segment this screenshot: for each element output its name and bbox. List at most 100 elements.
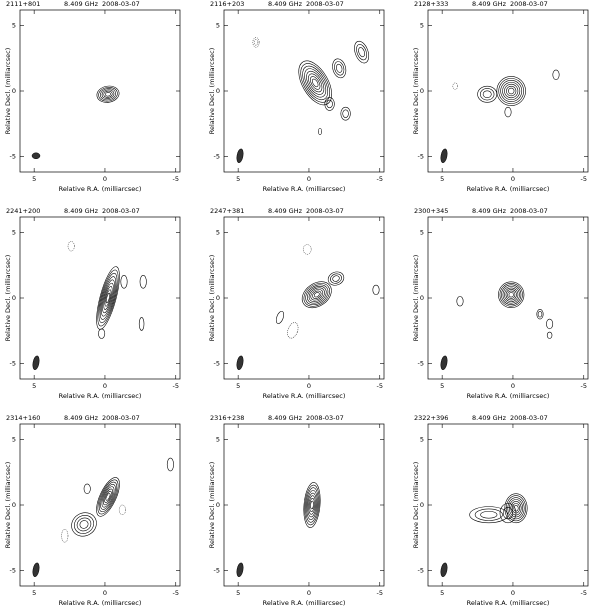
panel-frequency: 8.409 GHz [268,207,303,215]
contour [139,275,147,289]
beam [32,562,40,577]
panel-source: 2300+345 [414,207,448,215]
beam [236,148,244,163]
panel-source: 2111+801 [6,0,40,8]
contour [301,281,332,309]
contour [310,500,314,510]
contour [307,492,317,518]
contour [120,275,128,289]
y-tick-label: 0 [420,294,424,302]
contour [482,90,492,99]
y-tick-label: 5 [216,436,220,444]
contour [504,106,512,118]
contour [298,60,332,106]
panel-source: 2322+396 [414,414,448,422]
y-tick-label: -5 [418,359,424,367]
contour [326,99,333,109]
y-tick-label: 5 [216,22,220,30]
x-axis-label: Relative R.A. (milliarcsec) [263,185,346,193]
y-tick-label: -5 [418,152,424,160]
panel-source: 2247+381 [210,207,244,215]
y-tick-label: 5 [12,436,16,444]
beam [31,152,41,160]
contour [67,241,75,252]
panel-date: 2008-03-07 [306,0,344,8]
x-tick-label: -5 [581,175,587,183]
y-axis-label: Relative Decl. (milliarcsec) [208,48,216,134]
contour [506,85,517,97]
contour [480,88,495,101]
y-tick-label: 5 [420,229,424,237]
contour [100,484,116,510]
x-axis-label: Relative R.A. (milliarcsec) [59,392,142,400]
contour [372,284,380,296]
x-tick-label: 0 [307,589,311,597]
y-tick-label: 5 [420,436,424,444]
panel-source: 2128+333 [414,0,448,8]
x-axis-label: Relative R.A. (milliarcsec) [467,599,550,607]
panel-source: 2316+238 [210,414,244,422]
beam [440,562,448,577]
contour [500,80,523,102]
contour [342,109,349,118]
y-tick-label: 0 [12,501,16,509]
y-tick-label: -5 [214,566,220,574]
panel: 2241+200 8.409 GHz 2008-03-07 5 0 -5 5 0 -5 Relat… [4,207,181,400]
panel-frequency: 8.409 GHz [472,207,507,215]
contour [546,318,554,330]
y-tick-label: -5 [10,359,16,367]
contour [302,244,312,255]
y-axis-label: Relative Decl. (milliarcsec) [4,48,12,134]
panel-date: 2008-03-07 [306,414,344,422]
contour [324,97,335,111]
panel-frequency: 8.409 GHz [268,414,303,422]
contour [306,70,325,95]
panel-date: 2008-03-07 [306,207,344,215]
contour [334,61,345,76]
contour [97,479,119,515]
y-tick-label: -5 [214,152,220,160]
contour [312,290,322,299]
contour [76,517,92,532]
panel-frequency: 8.409 GHz [64,414,99,422]
panel-frequency: 8.409 GHz [64,0,99,8]
contour [456,296,464,307]
contour [358,47,365,58]
contour [336,63,343,73]
x-tick-label: 0 [511,589,515,597]
x-tick-label: 5 [236,382,240,390]
contour [332,275,340,282]
x-tick-label: 5 [32,589,36,597]
panel-date: 2008-03-07 [102,414,140,422]
x-tick-label: -5 [377,589,383,597]
x-tick-label: -5 [377,382,383,390]
contour [304,484,320,526]
contour [309,498,315,512]
contour [83,483,91,494]
contour [496,76,526,106]
panel: 2322+396 8.409 GHz 2008-03-07 5 0 -5 5 0 -5 Relat… [412,414,589,607]
contour [105,92,111,97]
contour [71,512,97,537]
contour [310,76,321,90]
panel-date: 2008-03-07 [102,0,140,8]
contour [507,290,516,299]
contour [502,81,521,101]
x-tick-label: 0 [307,382,311,390]
beam [236,355,244,370]
plot-frame [427,9,589,173]
y-tick-label: -5 [10,566,16,574]
x-tick-label: 0 [103,589,107,597]
contour [98,86,118,102]
panel-date: 2008-03-07 [510,414,548,422]
contour [330,273,342,284]
panel: 2300+345 8.409 GHz 2008-03-07 5 0 -5 5 0 -5 Relat… [412,207,589,400]
contour [287,322,299,339]
panel-frequency: 8.409 GHz [472,414,507,422]
y-tick-label: 5 [12,22,16,30]
y-axis-label: Relative Decl. (milliarcsec) [412,255,420,341]
contour [103,90,113,98]
x-tick-label: -5 [173,382,179,390]
panel-date: 2008-03-07 [510,0,548,8]
